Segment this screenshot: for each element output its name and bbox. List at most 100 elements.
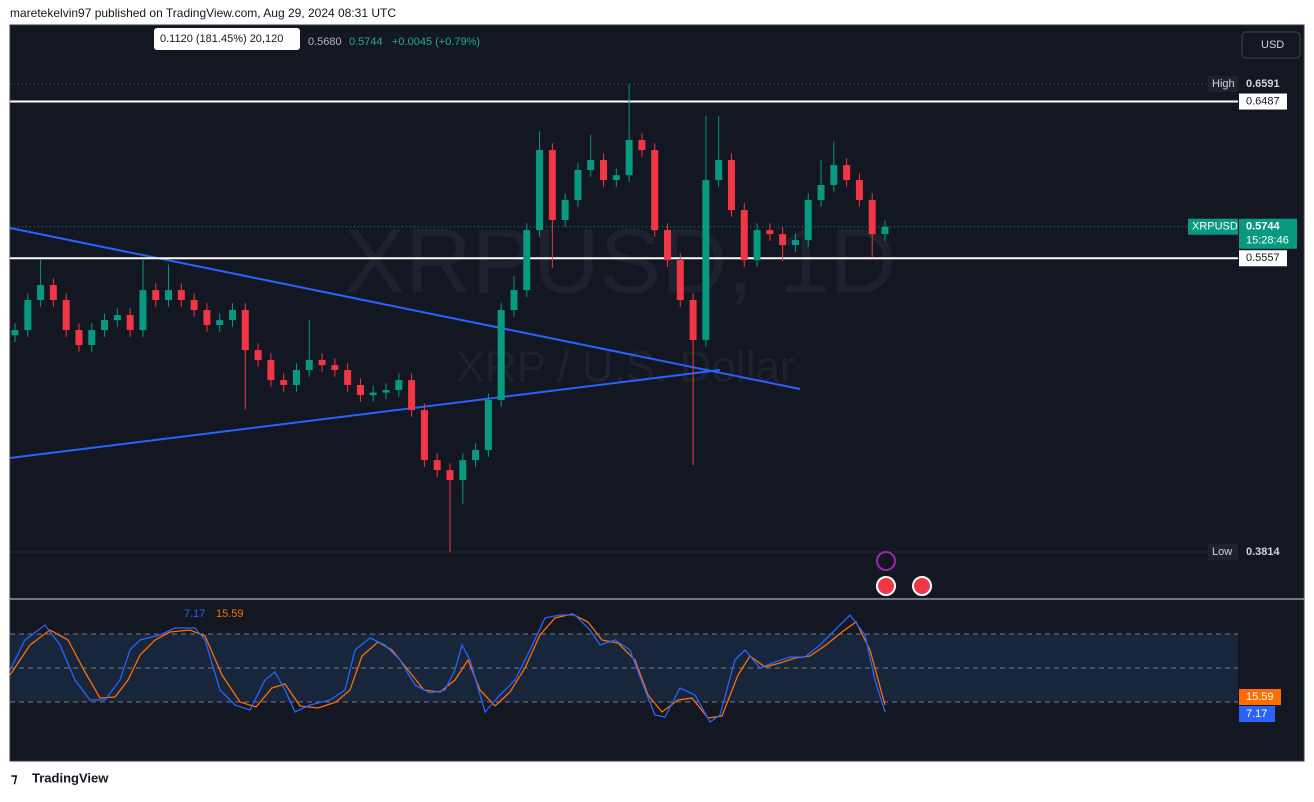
legend-change: +0.0045 (+0.79%) — [392, 36, 480, 48]
candle-body — [548, 150, 556, 221]
candle-body — [433, 460, 441, 471]
candle-body — [241, 309, 249, 351]
candle-body — [331, 365, 339, 370]
stoch-k-axis: 7.17 — [1246, 708, 1267, 720]
candle-body — [292, 369, 300, 385]
stoch-k-tag — [1239, 706, 1275, 722]
candle-body — [689, 300, 697, 340]
candle-body — [779, 234, 787, 246]
stoch-d-tag — [1239, 689, 1281, 705]
candle-body — [152, 290, 160, 301]
candle-body — [804, 199, 812, 241]
candle-body — [574, 169, 582, 200]
tooltip — [154, 28, 300, 50]
extreme-label: Low — [1212, 546, 1232, 558]
candle-body — [484, 399, 492, 451]
candle-body — [356, 384, 364, 396]
extreme-value: 0.3814 — [1246, 546, 1281, 558]
candle-body — [24, 300, 32, 331]
candle-body — [625, 139, 633, 176]
level-tag — [1239, 250, 1287, 267]
candle-body — [715, 160, 723, 181]
watermark-desc: XRP / U.S. Dollar — [455, 343, 794, 392]
symbol-tag — [1188, 218, 1238, 235]
stoch-d-legend: 15.59 — [216, 608, 244, 620]
candle-body — [727, 160, 735, 211]
tooltip-text: 0.1120 (181.45%) 20,120 — [160, 33, 283, 45]
brand: TradingView — [32, 770, 109, 785]
candle-body — [753, 230, 761, 261]
currency: USD — [1261, 39, 1284, 51]
stoch-k — [9, 614, 886, 723]
extreme-label-bg — [1208, 544, 1238, 560]
candle-body — [523, 230, 531, 291]
candle-body — [126, 315, 134, 331]
candle-body — [881, 226, 889, 235]
event-icon[interactable] — [876, 576, 896, 596]
last-tag — [1239, 218, 1297, 249]
candle-body — [664, 230, 671, 261]
candle-body — [190, 300, 198, 310]
candle-body — [472, 450, 480, 461]
candle-body — [216, 320, 224, 325]
candle-body — [459, 460, 467, 481]
candle-body — [855, 180, 863, 200]
candle-body — [600, 160, 608, 181]
candle-body — [702, 180, 710, 340]
candle-body — [254, 350, 262, 361]
candle-body — [101, 320, 109, 331]
candle-body — [510, 290, 518, 310]
candle-body — [676, 260, 684, 301]
watermark-symbol: XRPUSD, 1D — [344, 210, 896, 312]
candle-body — [11, 330, 19, 336]
candle-body — [369, 392, 377, 396]
candle-body — [177, 290, 185, 301]
candle-body — [561, 199, 569, 221]
candle-body — [37, 285, 45, 301]
candle-body — [203, 309, 211, 325]
stoch-pane: 7.17 15.59 15.59 7.17 — [9, 608, 1281, 723]
candle-body — [651, 150, 659, 231]
candle-body — [229, 309, 236, 321]
candle-body — [408, 380, 416, 411]
candle-body — [868, 199, 876, 235]
level-tag — [1239, 93, 1287, 110]
candle-body — [395, 380, 403, 391]
watermark: XRPUSD, 1D XRP / U.S. Dollar — [344, 210, 896, 391]
candle-body — [638, 139, 646, 151]
candle-body — [612, 175, 620, 181]
event-icon[interactable] — [876, 551, 896, 571]
extreme-tag — [1239, 544, 1287, 560]
stoch-k-legend: 7.17 — [184, 608, 205, 620]
legend-low: 0.5680 — [308, 36, 342, 48]
last-price: 0.5744 — [1246, 221, 1281, 233]
candle-body — [75, 330, 83, 346]
candle-body — [280, 380, 288, 385]
candle-body — [740, 210, 748, 261]
candle-body — [830, 165, 838, 185]
event-icon[interactable] — [912, 576, 932, 596]
credit: maretekelvin97 published on TradingView.… — [10, 6, 396, 20]
candle-body — [497, 309, 505, 400]
candle-body — [62, 300, 70, 331]
candle-body — [113, 315, 121, 321]
level-value: 0.6487 — [1246, 95, 1280, 107]
candle-body — [420, 410, 428, 461]
extreme-tag — [1239, 76, 1287, 92]
candle-body — [843, 165, 851, 181]
candle-body — [536, 150, 544, 231]
candle-body — [318, 360, 326, 366]
level-value: 0.5557 — [1246, 252, 1280, 264]
candle-body — [817, 184, 825, 200]
candle-body — [587, 160, 595, 170]
price-pane: High 0.6591 Low 0.3814 0.6487 0.5557 XRPUSD 0.5… — [10, 76, 1297, 560]
candle-body — [165, 290, 173, 301]
candle-body — [267, 360, 275, 381]
candle-body — [88, 330, 96, 346]
currency-button[interactable] — [1241, 31, 1301, 59]
symbol-label: XRPUSD — [1192, 221, 1238, 233]
stoch-d — [9, 613, 886, 719]
candle-body — [305, 360, 313, 370]
legend-close: 0.5744 — [349, 36, 383, 48]
